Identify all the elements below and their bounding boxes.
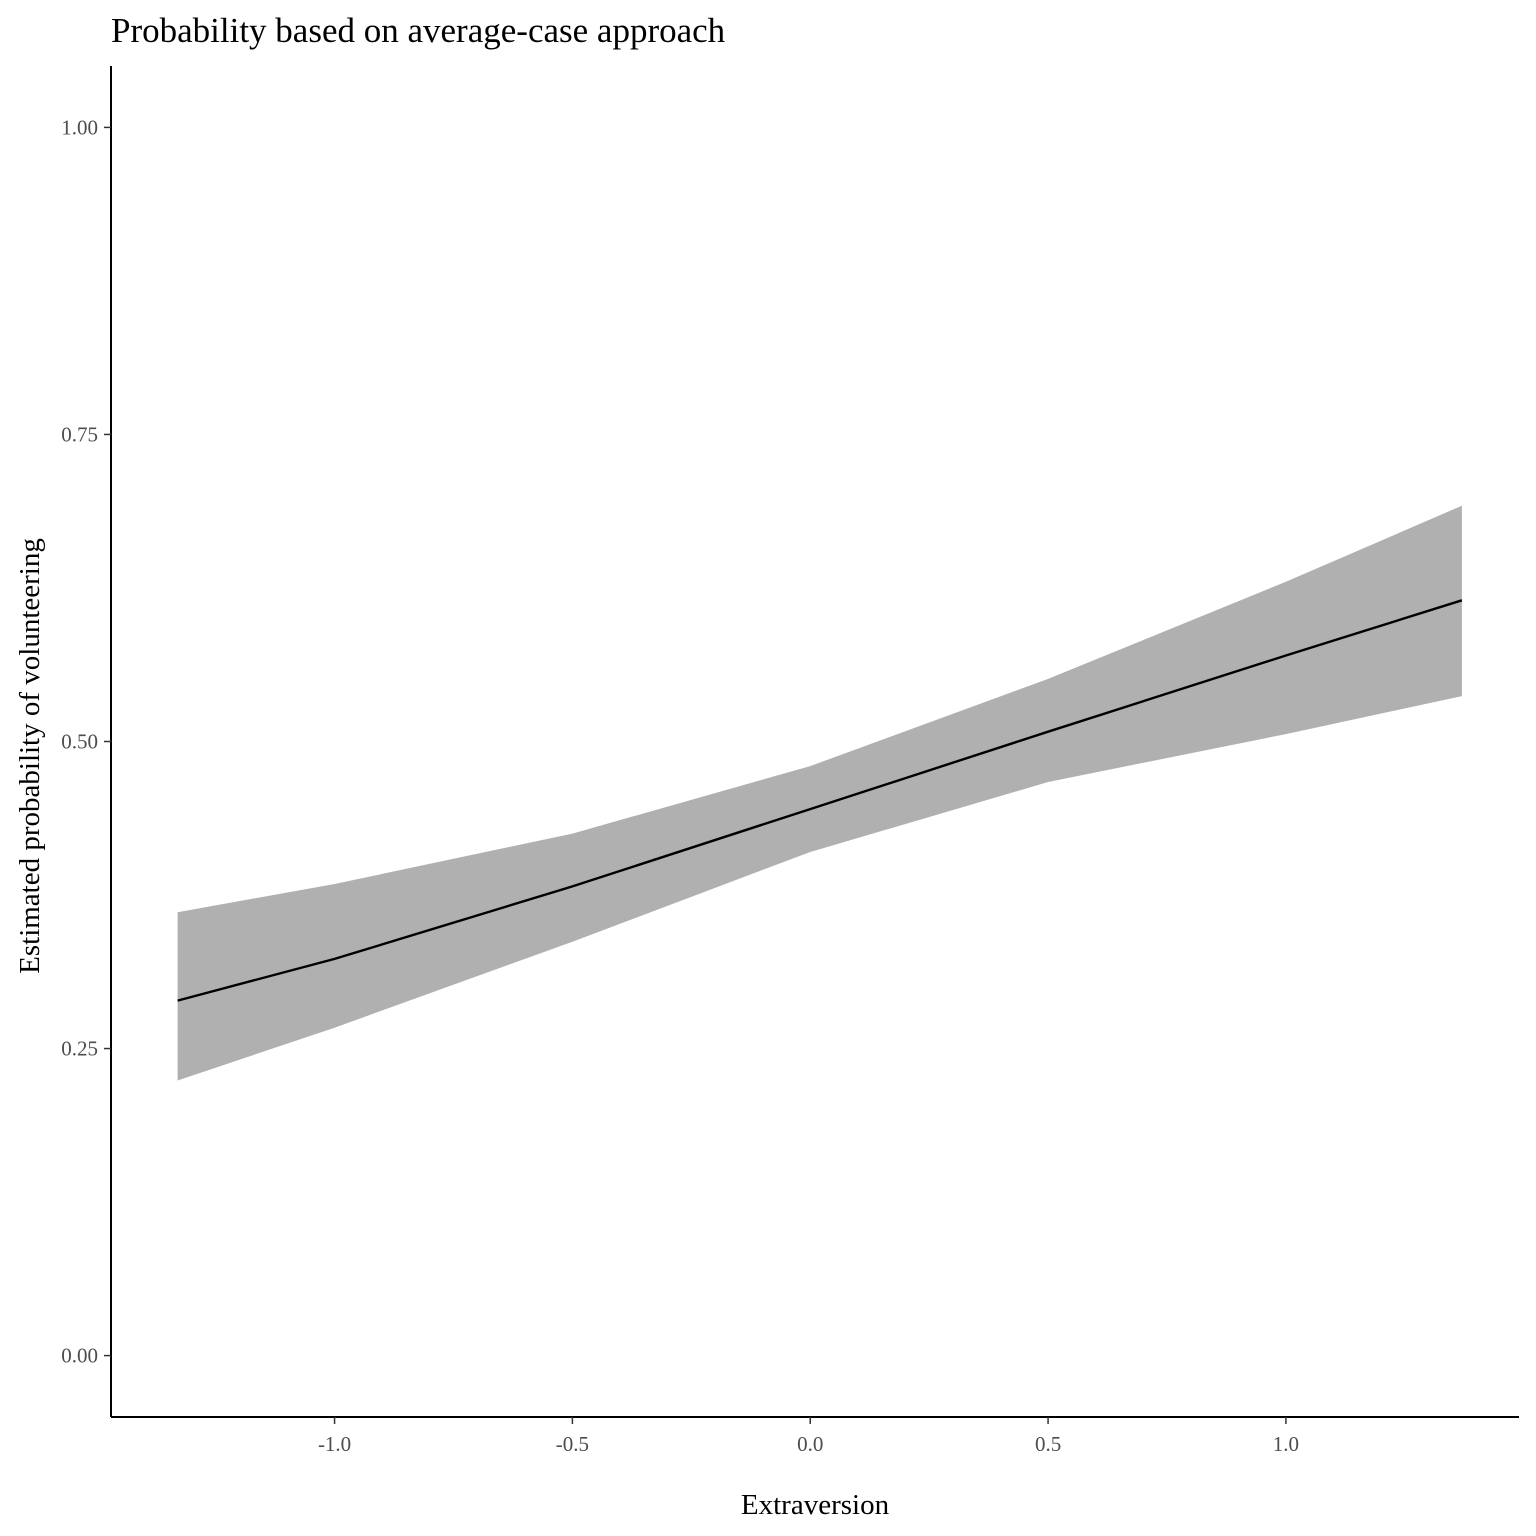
x-axis-title: Extraversion (741, 1489, 890, 1521)
x-tick-label: 1.0 (1273, 1432, 1299, 1456)
axes: 0.00 0.25 0.50 0.75 1.00 -1.0 -0.5 0.0 0.5 1.0 (61, 66, 1519, 1456)
y-tick-label: 0.75 (61, 422, 98, 446)
x-tick-label: -1.0 (318, 1432, 351, 1456)
x-tick-label: -0.5 (556, 1432, 589, 1456)
y-tick-label: 0.50 (61, 730, 98, 754)
chart-title: Probability based on average-case approa… (111, 11, 726, 50)
y-axis-title: Estimated probability of volunteering (14, 538, 46, 974)
plot-area (177, 505, 1463, 1081)
y-tick-label: 1.00 (61, 115, 98, 139)
y-tick-label: 0.25 (61, 1037, 98, 1061)
confidence-ribbon (177, 505, 1462, 1081)
x-tick-label: 0.0 (797, 1432, 823, 1456)
series-line (177, 599, 1463, 1002)
x-tick-label: 0.5 (1035, 1432, 1061, 1456)
y-tick-label: 0.00 (61, 1344, 98, 1368)
